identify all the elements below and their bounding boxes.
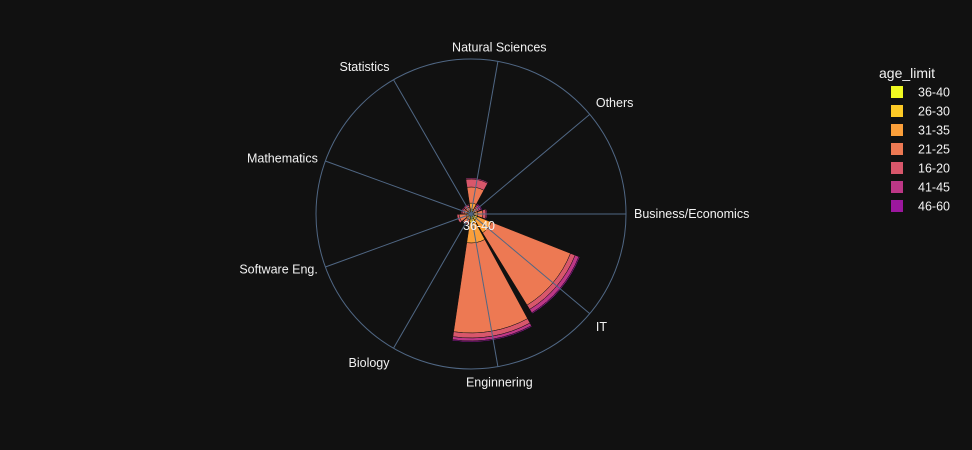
legend[interactable]: age_limit 36-40 26-30 31-35 21-25 16-20 41-45… xyxy=(879,65,950,214)
legend-label: 46-60 xyxy=(918,200,950,214)
legend-label: 41-45 xyxy=(918,181,950,195)
angular-label-business-economics: Business/Economics xyxy=(634,207,749,221)
spoke-line xyxy=(470,213,591,315)
polar-bars xyxy=(452,177,581,343)
spoke-line xyxy=(393,79,472,215)
legend-item-16-20[interactable]: 16-20 xyxy=(891,162,950,176)
legend-item-26-30[interactable]: 26-30 xyxy=(891,105,950,119)
legend-swatch xyxy=(891,86,903,98)
legend-item-46-60[interactable]: 46-60 xyxy=(891,200,950,214)
legend-label: 31-35 xyxy=(918,124,950,138)
angular-label-statistics: Statistics xyxy=(339,60,389,74)
spoke-line xyxy=(393,213,472,349)
spoke-line xyxy=(470,213,499,367)
legend-label: 26-30 xyxy=(918,105,950,119)
legend-label: 21-25 xyxy=(918,143,950,157)
legend-swatch xyxy=(891,124,903,136)
angular-label-biology: Biology xyxy=(349,356,391,370)
angular-label-software-eng: Software Eng. xyxy=(239,263,318,277)
angular-label-mathematics: Mathematics xyxy=(247,151,318,165)
legend-item-36-40[interactable]: 36-40 xyxy=(891,86,950,100)
legend-item-31-35[interactable]: 31-35 xyxy=(891,124,950,138)
spoke-line xyxy=(325,160,472,215)
bar-it-46-60[interactable] xyxy=(531,256,581,314)
spoke-line xyxy=(325,213,472,268)
angular-label-natural-sciences: Natural Sciences xyxy=(452,40,547,54)
legend-title: age_limit xyxy=(879,65,935,81)
angular-label-others: Others xyxy=(596,96,634,110)
legend-swatch xyxy=(891,181,903,193)
legend-swatch xyxy=(891,105,903,117)
angular-label-it: IT xyxy=(596,320,607,334)
legend-swatch xyxy=(891,143,903,155)
angular-label-enginnering: Enginnering xyxy=(466,376,533,390)
polar-spokes xyxy=(325,61,626,367)
bar-enginnering-46-60[interactable] xyxy=(452,325,533,343)
legend-swatch xyxy=(891,162,903,174)
legend-swatch xyxy=(891,200,903,212)
legend-label: 36-40 xyxy=(918,86,950,100)
legend-item-41-45[interactable]: 41-45 xyxy=(891,181,950,195)
legend-item-21-25[interactable]: 21-25 xyxy=(891,143,950,157)
spoke-line xyxy=(470,61,499,215)
legend-label: 16-20 xyxy=(918,162,950,176)
radial-tick-label: 36-40 xyxy=(463,219,495,233)
spoke-line xyxy=(470,113,591,215)
angular-labels: Business/Economics Others Natural Sciences… xyxy=(239,40,749,389)
